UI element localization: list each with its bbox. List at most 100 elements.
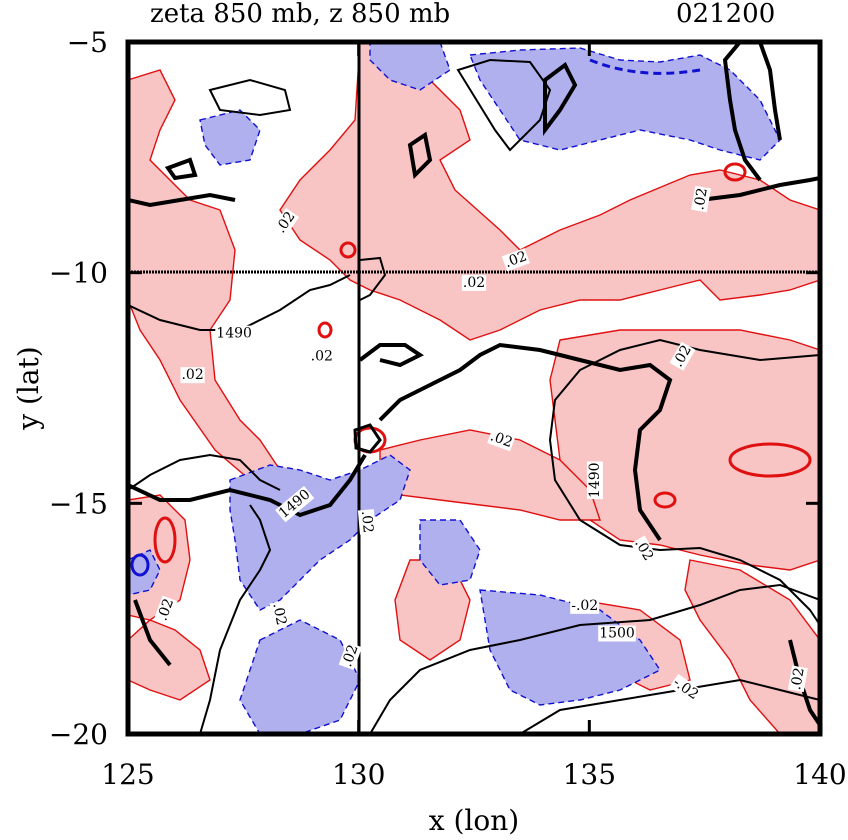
contour-label-background [669,341,696,371]
blue-region-north [369,42,451,91]
chart-timestamp: 021200 [676,0,775,29]
x-tick-label: 140 [793,758,846,791]
contour-label-background [309,348,334,365]
height-contour-thick-2 [358,343,424,368]
contour-label-group: .02 [154,595,178,624]
height-contour-west-2 [199,504,272,734]
height-contour-thick-10 [407,131,433,180]
height-contour-1500 [369,583,820,734]
contour-label: .02 [488,428,514,451]
red-core-east-3 [653,491,677,509]
x-tick-label: 130 [332,758,385,791]
blue-region-west-center [229,454,411,611]
height-contour-thick-8 [758,42,782,141]
contour-label-background [570,597,600,614]
y-tick-label: −20 [49,718,108,751]
contour-label-group: .02 [269,600,290,628]
contour-label-background [215,325,253,342]
height-contour-thick-4 [128,453,367,518]
height-contour-thick-3 [378,342,673,542]
contour-label-background [461,274,487,291]
contour-label-group: -.02 [570,597,600,614]
contour-label-group: 1490 [215,325,253,342]
contour-label: .02 [503,248,529,271]
height-contour-thick-6 [699,176,820,202]
contour-labels: .02.02.02.02.02.02.02.02149014901490.02.… [154,185,808,704]
contour-label: .02 [788,666,808,691]
contour-label-background [154,595,178,624]
contour-label-background [787,665,808,693]
y-tick-label: −5 [67,26,108,59]
contour-label-background [586,461,603,500]
height-contour-1490-west [128,274,351,331]
negative-vorticity-fill [128,42,781,734]
pink-region-north-central [279,42,820,341]
plot-frame [125,39,823,737]
chart-title: zeta 850 mb, z 850 mb [150,0,450,29]
contour-label: .02 [181,367,203,383]
height-contour-thick-1 [128,192,236,208]
height-contour-west-1 [128,453,281,491]
contour-label-group: .02 [338,641,363,671]
contour-label-background [269,600,290,628]
red-core-east [728,442,812,478]
height-contour-1490-east [548,338,820,626]
contour-label: 1500 [599,626,635,642]
height-contour-north-loop [208,78,292,117]
contour-label-background [357,509,376,535]
blue-core-north [589,58,701,75]
x-axis-label: x (lon) [429,804,519,837]
red-core-mid-2 [317,321,333,339]
height-contour-center-loop [353,423,382,454]
x-tick-label: 135 [563,758,616,791]
contour-label: -.02 [571,598,598,614]
y-tick-label: −15 [49,487,108,520]
x-tick-label: 125 [101,758,154,791]
contour-label-background [487,428,516,452]
contour-label-background [501,248,530,272]
contour-label: 1490 [216,326,252,342]
contour-label: .02 [155,597,178,623]
height-contour-thick-5 [133,599,172,667]
contour-label-group: .02 [357,509,376,535]
red-core-east-2 [723,162,747,182]
contour-label-group: .02 [487,428,516,452]
contour-field: .02.02.02.02.02.02.02.02149014901490.02.… [128,42,820,734]
height-contour-thick-12 [543,61,578,136]
contour-label-group: .02 [309,348,334,365]
height-contour-thick-9 [788,639,820,727]
contour-label-background [669,673,703,704]
blue-region-south-2 [419,519,481,586]
contour-label: .02 [358,510,376,534]
y-axis-label: y (lat) [12,346,45,430]
height-contour-thick-7 [722,42,762,182]
contour-label-background [691,185,712,213]
blue-region-north-west [199,109,261,166]
contour-label: 1490 [587,462,603,498]
pink-region-west [128,69,282,481]
contour-label-group: .02 [180,367,205,384]
blue-core-west [130,553,150,577]
contour-label: .02 [339,643,362,669]
contour-label-background [598,625,636,642]
height-contours [128,42,820,734]
contour-label-group: 1490 [586,461,603,500]
red-core-west [153,516,177,564]
contour-label: .02 [269,602,289,627]
height-contour-north-3 [359,256,387,301]
contour-label-group: .02 [691,185,712,213]
contour-label-background [630,535,657,565]
contour-label-background [180,367,205,384]
contour-label-background [272,207,300,238]
axis-ticks: 125 130 135 140 −5 −10 −15 −20 [49,26,847,791]
contour-label-group: 1500 [598,625,636,642]
contour-label-group: .02 [787,665,808,693]
red-core-mid [339,241,357,259]
contour-label-group: .02 [501,248,530,272]
blue-region-south-central [239,619,361,734]
height-contour-thick-11 [164,157,198,181]
pink-region-southeast [684,559,820,734]
contour-label: .02 [463,275,485,291]
contour-label-background [275,485,315,523]
